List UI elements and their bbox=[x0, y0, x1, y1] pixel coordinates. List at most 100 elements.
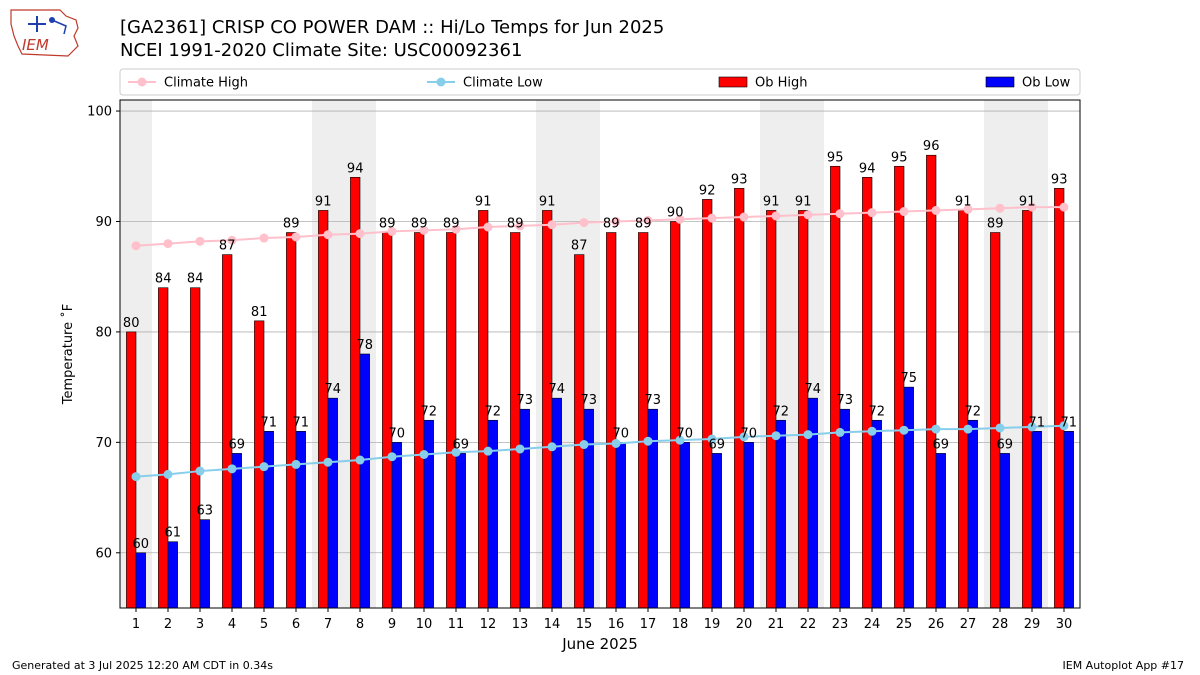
x-tick-label: 20 bbox=[736, 617, 753, 632]
climate-high-point bbox=[931, 205, 941, 215]
climate-low-point bbox=[515, 444, 525, 454]
climate-high-point bbox=[515, 221, 525, 231]
ob-high-label: 89 bbox=[635, 217, 652, 232]
x-tick-label: 28 bbox=[992, 617, 1009, 632]
legend-box bbox=[119, 68, 1081, 96]
climate-low-point bbox=[835, 427, 845, 437]
climate-high-point bbox=[611, 216, 621, 226]
climate-high-point bbox=[227, 235, 237, 245]
climate-low-point bbox=[547, 442, 557, 452]
climate-low-point bbox=[707, 434, 717, 444]
climate-low-point bbox=[355, 455, 365, 465]
ob-low-label: 69 bbox=[933, 437, 950, 452]
ob-low-label: 70 bbox=[677, 426, 694, 441]
ob-low-label: 60 bbox=[133, 537, 150, 552]
x-tick-label: 11 bbox=[448, 617, 465, 632]
ob-high-label: 96 bbox=[923, 139, 940, 154]
climate-high-point bbox=[771, 211, 781, 221]
ob-low-label: 63 bbox=[197, 504, 214, 519]
ob-low-bar bbox=[551, 397, 562, 609]
x-tick-label: 27 bbox=[960, 617, 977, 632]
ob-low-label: 73 bbox=[581, 393, 598, 408]
x-tick-label: 8 bbox=[356, 617, 364, 632]
y-axis-label: Temperature ˚F bbox=[60, 304, 76, 405]
x-tick-label: 2 bbox=[164, 617, 172, 632]
ob-high-bar bbox=[894, 165, 905, 609]
ob-low-label: 73 bbox=[645, 393, 662, 408]
ob-low-label: 70 bbox=[741, 426, 758, 441]
ob-high-label: 95 bbox=[891, 150, 908, 165]
ob-low-bar bbox=[807, 397, 818, 609]
ob-high-label: 91 bbox=[763, 194, 780, 209]
ob-high-label: 80 bbox=[123, 316, 140, 331]
ob-low-label: 72 bbox=[421, 404, 438, 419]
ob-low-bar bbox=[167, 541, 178, 609]
ob-high-label: 89 bbox=[379, 217, 396, 232]
climate-low-point bbox=[579, 440, 589, 450]
ob-low-bar bbox=[295, 431, 306, 609]
climate-high-point bbox=[963, 204, 973, 214]
ob-high-label: 91 bbox=[795, 194, 812, 209]
ob-low-bar bbox=[775, 419, 786, 609]
ob-high-label: 89 bbox=[411, 217, 428, 232]
ob-high-label: 89 bbox=[283, 217, 300, 232]
ob-high-bar bbox=[190, 287, 201, 609]
climate-low-point bbox=[195, 466, 205, 476]
ob-low-bar bbox=[455, 453, 466, 609]
x-tick-label: 6 bbox=[292, 617, 300, 632]
climate-low-point bbox=[291, 459, 301, 469]
climate-high-point bbox=[707, 213, 717, 223]
ob-high-label: 91 bbox=[539, 194, 556, 209]
ob-low-label: 61 bbox=[165, 526, 182, 541]
ob-low-bar bbox=[711, 453, 722, 609]
ob-low-label: 72 bbox=[773, 404, 790, 419]
climate-high-point bbox=[483, 222, 493, 232]
x-tick-label: 17 bbox=[640, 617, 657, 632]
ob-low-label: 70 bbox=[613, 426, 630, 441]
climate-low-point bbox=[419, 449, 429, 459]
ob-low-label: 75 bbox=[901, 371, 918, 386]
ob-low-label: 74 bbox=[805, 382, 822, 397]
ob-low-label: 71 bbox=[293, 415, 310, 430]
data-labels: 80 60 84 61 84 63 87 69 81 71 89 71 91 74 94 78 89 70 89 72… bbox=[123, 139, 1077, 552]
ob-high-label: 81 bbox=[251, 305, 268, 320]
ob-high-bar bbox=[158, 287, 169, 609]
climate-high-point bbox=[323, 230, 333, 240]
climate-low-point bbox=[963, 424, 973, 434]
climate-high-point bbox=[259, 233, 269, 243]
ob-low-label: 69 bbox=[709, 437, 726, 452]
climate-high-point bbox=[835, 209, 845, 219]
x-tick-label: 24 bbox=[864, 617, 881, 632]
climate-high-point bbox=[419, 225, 429, 235]
x-tick-label: 13 bbox=[512, 617, 529, 632]
climate-high-point bbox=[643, 215, 653, 225]
legend-ob-low-swatch bbox=[985, 76, 1015, 88]
ob-high-bar bbox=[670, 221, 681, 609]
plot-frame bbox=[119, 99, 1081, 609]
x-tick-label: 9 bbox=[388, 617, 396, 632]
ob-high-bar bbox=[446, 232, 457, 609]
climate-low-point bbox=[899, 425, 909, 435]
ob-low-label: 73 bbox=[837, 393, 854, 408]
x-tick-label: 7 bbox=[324, 617, 332, 632]
y-tick-label: 100 bbox=[87, 105, 112, 120]
x-axis-label: June 2025 bbox=[561, 635, 638, 653]
ob-low-label: 70 bbox=[389, 426, 406, 441]
climate-low-point bbox=[931, 424, 941, 434]
ob-high-label: 91 bbox=[955, 194, 972, 209]
ob-low-label: 71 bbox=[1061, 415, 1078, 430]
ob-low-bar bbox=[1063, 431, 1074, 609]
climate-low-point bbox=[163, 469, 173, 479]
ob-high-bar bbox=[574, 254, 585, 609]
x-tick-label: 26 bbox=[928, 617, 945, 632]
ob-high-bar bbox=[862, 177, 873, 609]
x-tick-label: 29 bbox=[1024, 617, 1041, 632]
climate-high-point bbox=[163, 239, 173, 249]
ob-low-bar bbox=[199, 519, 210, 609]
x-tick-label: 23 bbox=[832, 617, 849, 632]
ob-high-bar bbox=[638, 232, 649, 609]
y-tick-label: 60 bbox=[95, 546, 112, 561]
x-tick-label: 18 bbox=[672, 617, 689, 632]
climate-high-point bbox=[195, 236, 205, 246]
ob-high-label: 84 bbox=[187, 272, 204, 287]
